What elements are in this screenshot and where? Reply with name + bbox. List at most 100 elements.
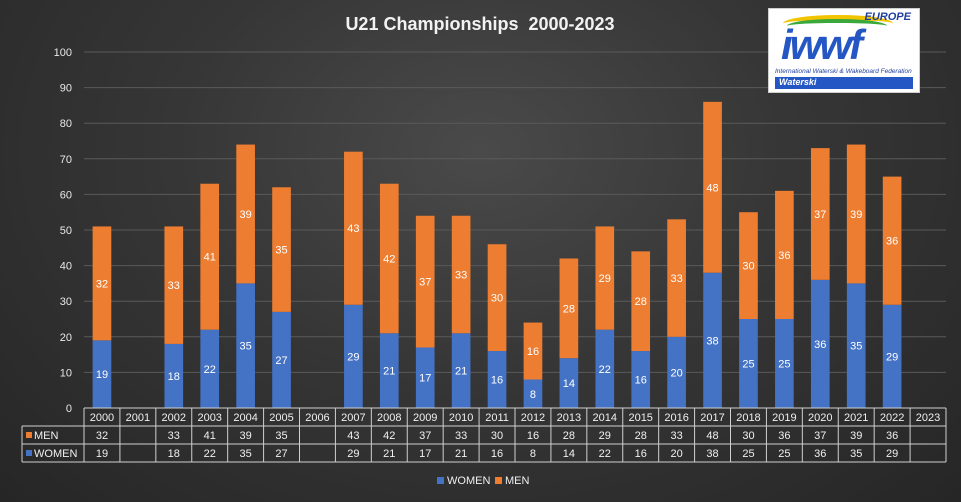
y-tick-label: 70 — [60, 154, 72, 166]
x-tick-label: 2008 — [377, 412, 401, 424]
bars: 19 32 18 33 22 41 35 39 27 35 29 43 21 42 17 37 21 33 16 30… — [92, 101, 902, 408]
table-cell: 41 — [204, 430, 216, 442]
table-cell: 38 — [706, 448, 718, 460]
logo-europe-text: EUROPE — [864, 11, 911, 23]
bar-men — [451, 215, 471, 334]
data-label-men: 48 — [706, 182, 718, 194]
data-table: 2000 2001 2002 2003 2004 2005 2006 2007 2008 2009… — [21, 407, 947, 463]
bar-women — [451, 333, 471, 408]
table-cell: 18 — [168, 448, 180, 460]
bar-women — [487, 351, 507, 408]
legend-label: MEN — [505, 475, 530, 487]
y-tick-label: 90 — [60, 83, 72, 95]
bar-men — [344, 151, 363, 305]
table-cell: 36 — [886, 430, 898, 442]
bar-men — [200, 183, 220, 330]
data-label-women: 14 — [563, 378, 575, 390]
table-cell: 42 — [383, 430, 395, 442]
bar-men — [487, 244, 507, 352]
bar-women — [200, 329, 220, 408]
data-label-women: 35 — [850, 341, 862, 353]
bar-men — [703, 101, 722, 273]
bar-women — [775, 319, 794, 408]
table-cell: 16 — [527, 430, 539, 442]
x-tick-label: 2010 — [449, 412, 473, 424]
x-tick-label: 2021 — [844, 412, 868, 424]
data-label-women: 22 — [599, 364, 611, 376]
table-cell: 22 — [204, 448, 216, 460]
x-tick-label: 2003 — [197, 412, 221, 424]
x-tick-label: 2002 — [162, 412, 186, 424]
data-label-men: 16 — [527, 346, 539, 358]
data-label-women: 17 — [419, 373, 431, 385]
bar-men — [415, 215, 435, 348]
bar-women — [272, 311, 291, 408]
data-label-men: 29 — [599, 273, 611, 285]
bar-women — [379, 333, 399, 408]
data-label-women: 18 — [168, 371, 180, 383]
table-series-name: MEN — [34, 430, 59, 442]
data-label-women: 29 — [347, 351, 359, 363]
bar-men — [739, 212, 758, 319]
bar-women — [164, 343, 184, 408]
bar-women — [344, 304, 363, 408]
x-tick-label: 2009 — [413, 412, 437, 424]
table-cell: 28 — [635, 430, 647, 442]
x-tick-label: 2005 — [269, 412, 293, 424]
table-cell: 27 — [275, 448, 287, 460]
bar-men — [523, 322, 543, 380]
table-cell: 30 — [742, 430, 754, 442]
table-cell: 22 — [599, 448, 611, 460]
y-tick-label: 50 — [60, 225, 72, 237]
bar-men — [595, 226, 615, 330]
data-label-men: 39 — [240, 209, 252, 221]
data-label-women: 21 — [455, 366, 467, 378]
x-tick-label: 2007 — [341, 412, 365, 424]
table-cell: 33 — [455, 430, 467, 442]
bar-men — [631, 251, 651, 352]
table-cell: 19 — [96, 448, 108, 460]
bar-women — [559, 358, 579, 408]
bar-men — [236, 144, 255, 284]
table-cell: 20 — [671, 448, 683, 460]
data-label-women: 16 — [491, 375, 503, 387]
data-label-men: 30 — [491, 293, 503, 305]
chart-title: U21 Championships 2000-2023 — [345, 14, 614, 34]
table-cell: 33 — [671, 430, 683, 442]
table-cell: 35 — [850, 448, 862, 460]
data-label-men: 37 — [814, 209, 826, 221]
data-label-women: 19 — [96, 369, 108, 381]
table-cell: 35 — [240, 448, 252, 460]
table-cell: 17 — [419, 448, 431, 460]
bar-women — [595, 329, 615, 408]
data-label-men: 30 — [742, 261, 754, 273]
x-tick-label: 2018 — [736, 412, 760, 424]
data-label-women: 29 — [886, 351, 898, 363]
table-cell: 21 — [455, 448, 467, 460]
table-cell: 39 — [850, 430, 862, 442]
data-label-men: 33 — [168, 280, 180, 292]
table-cell: 29 — [886, 448, 898, 460]
x-tick-label: 2012 — [521, 412, 545, 424]
table-legend-key — [26, 432, 32, 438]
x-tick-label: 2000 — [90, 412, 114, 424]
bar-men — [559, 258, 579, 359]
data-label-men: 33 — [455, 270, 467, 282]
data-label-women: 38 — [706, 335, 718, 347]
bar-men — [775, 190, 794, 319]
bar-women — [667, 336, 686, 408]
data-label-women: 36 — [814, 339, 826, 351]
table-cell: 37 — [814, 430, 826, 442]
table-cell: 43 — [347, 430, 359, 442]
data-label-men: 43 — [347, 223, 359, 235]
data-label-men: 41 — [204, 252, 216, 264]
logo-discipline-text: Waterski — [779, 77, 817, 87]
y-tick-label: 20 — [60, 332, 72, 344]
y-tick-label: 100 — [54, 47, 72, 59]
bar-men — [810, 148, 830, 280]
bar-men — [846, 144, 866, 284]
table-cell: 25 — [778, 448, 790, 460]
data-label-men: 33 — [671, 273, 683, 285]
data-label-women: 16 — [635, 375, 647, 387]
bar-men — [92, 226, 112, 341]
